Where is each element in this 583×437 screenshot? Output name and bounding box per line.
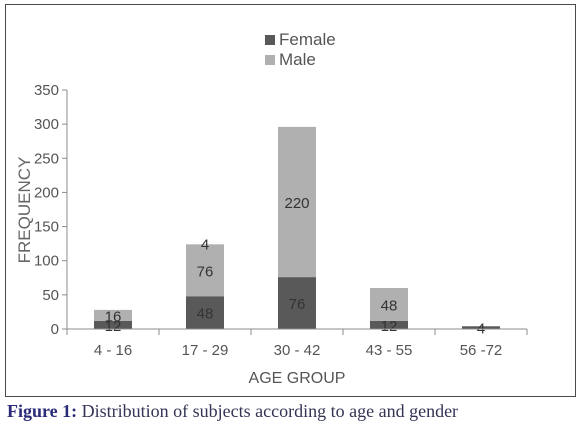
y-tick-label: 200 (34, 184, 59, 201)
data-label-male: 48 (381, 297, 398, 314)
caption-text: Distribution of subjects according to ag… (81, 401, 459, 421)
data-label-female: 12 (381, 318, 398, 335)
y-tick-label: 350 (34, 82, 59, 99)
data-label-male: 220 (284, 195, 309, 212)
legend-label-female: Female (279, 30, 336, 49)
bar-male (370, 288, 408, 321)
x-tick-label: 17 - 29 (182, 342, 229, 359)
y-tick-label: 300 (34, 116, 59, 133)
bars (94, 126, 500, 329)
caption-label: Figure 1: (7, 401, 78, 421)
x-tick-label: 43 - 55 (366, 342, 413, 359)
legend-label-male: Male (279, 50, 316, 69)
legend-swatch-female (265, 35, 275, 45)
figure-caption: Figure 1: Distribution of subjects accor… (7, 401, 579, 422)
bar-male (94, 309, 132, 321)
x-axis-title: AGE GROUP (249, 370, 346, 387)
bar-female (186, 296, 224, 329)
x-tick-label: 56 -72 (460, 342, 503, 359)
data-label-male: 76 (197, 263, 214, 280)
bar-male (278, 126, 316, 278)
y-tick-label: 0 (51, 321, 59, 338)
y-axis-title: FREQUENCY (15, 157, 34, 264)
data-label-female: 48 (197, 306, 214, 323)
data-label-top: 4 (201, 236, 209, 253)
bar-female (94, 320, 132, 329)
x-tick-label: 4 - 16 (94, 342, 132, 359)
y-tick-label: 50 (42, 287, 59, 304)
bar-female (278, 277, 316, 329)
legend-swatch-male (265, 55, 275, 65)
x-tick-label: 30 - 42 (274, 342, 321, 359)
y-axis-ticks: 0 50 100 150 200 250 300 350 (34, 82, 67, 338)
stacked-bar-chart: 0 50 100 150 200 250 300 350 12 48 76 12 4 16 76 220 48… (15, 30, 528, 387)
x-axis-ticks: 4 - 16 17 - 29 30 - 42 43 - 55 56 -72 (66, 329, 528, 359)
data-label-female: 76 (289, 296, 306, 313)
data-label-female: 12 (105, 318, 122, 335)
y-tick-label: 100 (34, 253, 59, 270)
data-label-male: 16 (105, 308, 122, 325)
bar-female (462, 326, 500, 329)
y-tick-label: 150 (34, 219, 59, 236)
bar-male (186, 244, 224, 297)
y-tick-label: 250 (34, 150, 59, 167)
bar-female (370, 320, 408, 329)
